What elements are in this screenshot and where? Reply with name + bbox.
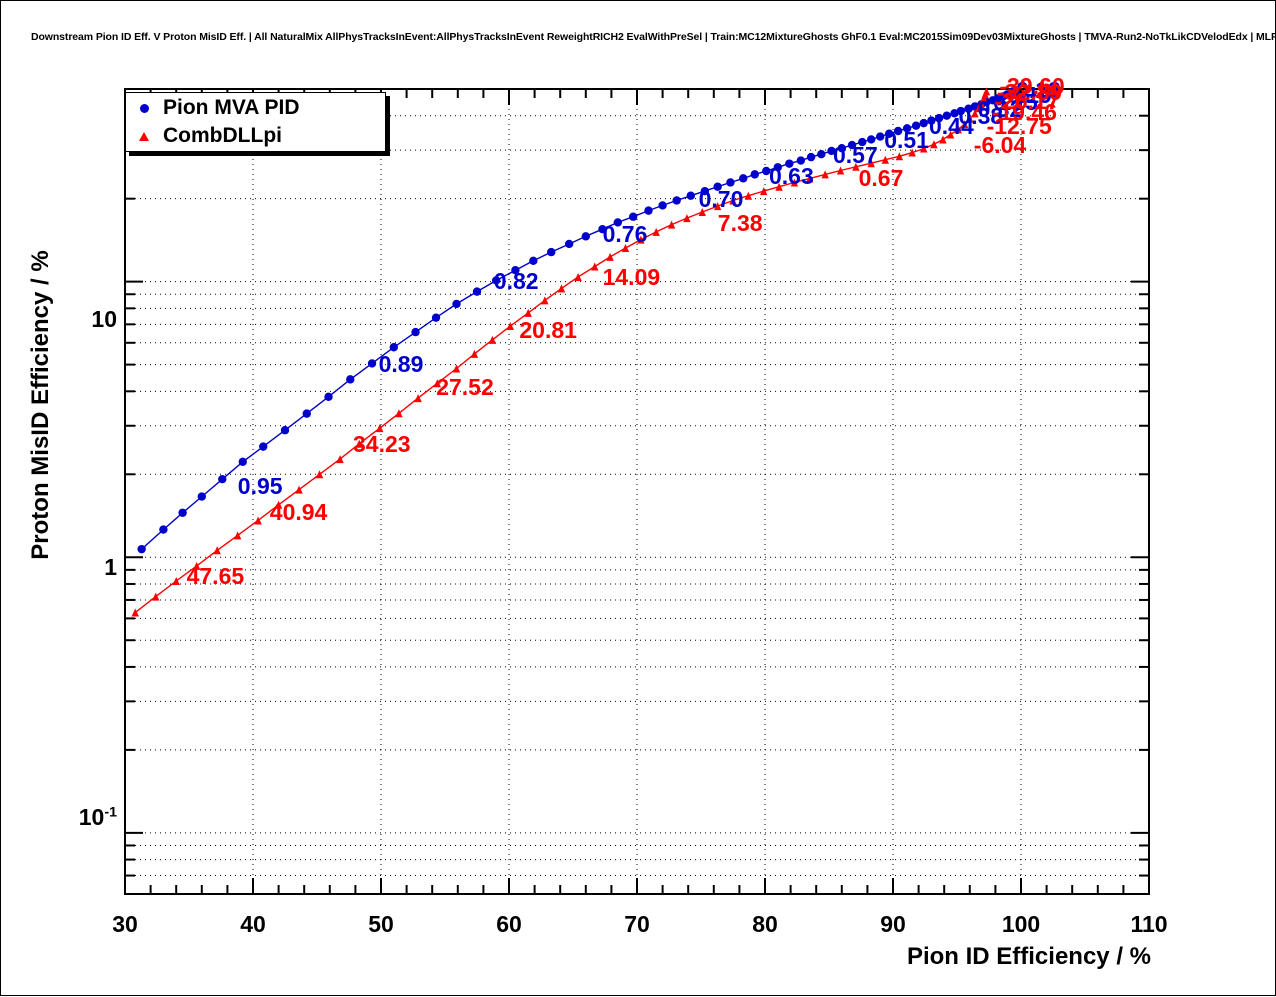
point-label: -39.60	[999, 72, 1065, 99]
point-label: 0.25	[993, 88, 1038, 115]
circle-marker-icon	[134, 103, 154, 113]
point-label: 0.19	[1007, 82, 1052, 109]
x-tick-label-80: 80	[752, 911, 778, 937]
x-tick-label-100: 100	[1001, 911, 1041, 937]
x-tick-label-70: 70	[624, 911, 650, 937]
point-label: 0.95	[237, 472, 283, 499]
point-label: 0.67	[858, 165, 904, 192]
point-label: 47.65	[186, 562, 245, 589]
y-tick-label-10: 10	[91, 306, 117, 332]
point-label: -6.04	[973, 132, 1027, 159]
point-label: 0.76	[602, 220, 648, 247]
x-tick-label-30: 30	[112, 911, 138, 937]
point-label: 27.52	[436, 374, 494, 401]
legend-entry-combdllpi[interactable]: CombDLLpi	[134, 123, 282, 149]
y-tick-label-0-1: 10-1	[37, 804, 117, 831]
y-tick-base: 10	[78, 804, 105, 830]
point-label: 0.70	[698, 185, 744, 212]
point-label: 34.23	[353, 431, 411, 458]
x-axis-title: Pion ID Efficiency / %	[906, 943, 1151, 970]
x-tick-label-40: 40	[240, 911, 266, 937]
point-label: -19.46	[991, 98, 1057, 125]
legend-label: CombDLLpi	[163, 124, 282, 147]
point-label: 0.82	[493, 267, 539, 294]
point-label: 0.44	[929, 112, 974, 139]
legend-label: Pion MVA PID	[163, 96, 300, 119]
point-label: 0.57	[833, 142, 878, 169]
point-label: -32.89	[996, 79, 1063, 106]
legend-entry-pion-mva-pid[interactable]: Pion MVA PID	[134, 95, 300, 121]
page-title: Downstream Pion ID Eff. V Proton MisID E…	[31, 31, 1276, 43]
point-label: 7.38	[717, 209, 763, 236]
x-tick-label-60: 60	[496, 911, 522, 937]
point-label: -26.17	[994, 87, 1060, 114]
point-label: 20.81	[519, 317, 577, 344]
x-tick-label-90: 90	[880, 911, 906, 937]
point-label: 0.13	[1016, 77, 1061, 104]
point-label: 0.32	[977, 95, 1023, 122]
triangle-marker-icon	[134, 131, 154, 141]
point-label: 0.51	[884, 126, 929, 153]
legend: Pion MVA PID CombDLLpi	[125, 92, 386, 152]
point-label: 0.89	[378, 350, 424, 377]
point-label: 0.63	[769, 162, 814, 189]
x-tick-label-110: 110	[1130, 911, 1168, 937]
y-tick-exponent: -1	[104, 804, 117, 821]
point-label: 40.94	[269, 498, 328, 525]
x-tick-label-50: 50	[368, 911, 394, 937]
y-tick-label-1: 1	[104, 554, 117, 580]
point-label: 14.09	[602, 264, 661, 291]
point-label: 0.38	[958, 103, 1004, 130]
point-label: -12.75	[986, 112, 1052, 139]
